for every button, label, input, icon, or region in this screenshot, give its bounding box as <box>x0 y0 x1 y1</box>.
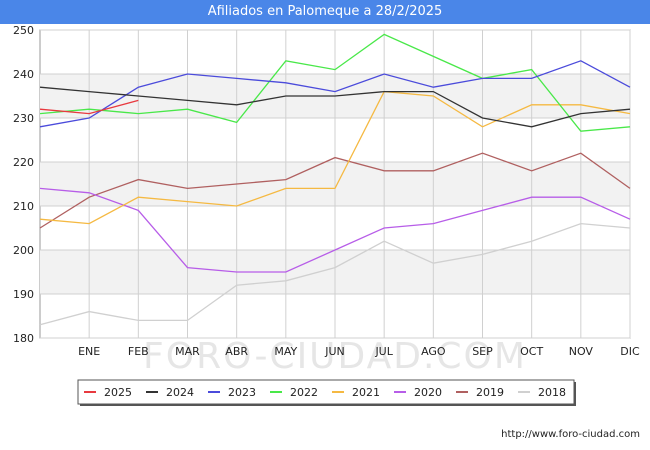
y-tick-label: 230 <box>13 112 34 125</box>
x-tick-label: OCT <box>520 345 543 358</box>
legend-label-2022: 2022 <box>290 386 318 399</box>
series-line-2018 <box>39 222 631 326</box>
series-line-2019 <box>39 152 631 229</box>
x-tick-label: MAY <box>274 345 297 358</box>
series-lines <box>39 33 631 326</box>
y-tick-label: 180 <box>13 332 34 345</box>
x-tick-label: FEB <box>128 345 149 358</box>
y-tick-label: 190 <box>13 288 34 301</box>
chart-title: Afiliados en Palomeque a 28/2/2025 <box>0 0 650 24</box>
y-axis: 180 190 200 210 220 230 240 250 <box>13 24 34 345</box>
series-line-2021 <box>39 90 631 225</box>
series-line-2022 <box>39 33 631 132</box>
legend: 2025 2024 2023 2022 2021 2020 2019 2018 <box>77 379 576 406</box>
y-tick-label: 220 <box>13 156 34 169</box>
x-tick-label: AGO <box>421 345 446 358</box>
x-tick-label: NOV <box>569 345 594 358</box>
series-line-2025 <box>39 99 139 115</box>
y-tick-label: 200 <box>13 244 34 257</box>
legend-box <box>77 379 575 405</box>
gridlines <box>40 29 631 339</box>
x-tick-label: JUN <box>324 345 345 358</box>
x-tick-label: ABR <box>225 345 248 358</box>
series-line-2020 <box>39 187 631 273</box>
x-axis: ENE FEB MAR ABR MAY JUN JUL AGO SEP OCT NOV DIC <box>78 345 640 358</box>
y-tick-label: 210 <box>13 200 34 213</box>
legend-label-2018: 2018 <box>538 386 566 399</box>
series-line-2023 <box>39 60 631 128</box>
legend-label-2020: 2020 <box>414 386 442 399</box>
x-tick-label: DIC <box>620 345 640 358</box>
y-tick-label: 240 <box>13 68 34 81</box>
series-line-2024 <box>39 86 631 128</box>
watermark: FORO-CIUDAD.COM <box>143 336 527 377</box>
source-url: http://www.foro-ciudad.com <box>501 429 640 440</box>
y-tick-label: 250 <box>13 24 34 37</box>
x-tick-label: JUL <box>374 345 393 358</box>
x-tick-label: MAR <box>175 345 200 358</box>
legend-label-2024: 2024 <box>166 386 194 399</box>
legend-label-2023: 2023 <box>228 386 256 399</box>
legend-label-2021: 2021 <box>352 386 380 399</box>
x-tick-label: ENE <box>78 345 100 358</box>
legend-label-2019: 2019 <box>476 386 504 399</box>
x-tick-label: SEP <box>472 345 493 358</box>
legend-label-2025: 2025 <box>104 386 132 399</box>
